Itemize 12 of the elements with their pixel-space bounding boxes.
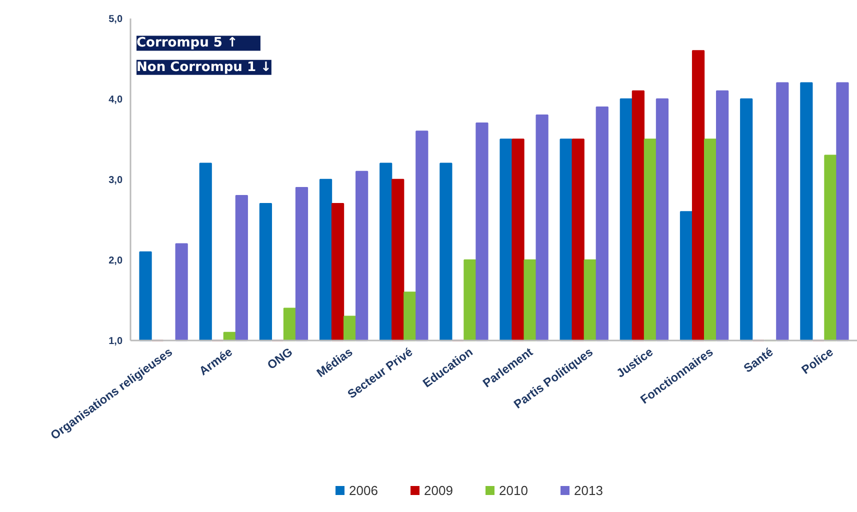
legend-label: 2009 [424, 483, 453, 498]
annotation: Corrompu 5 ↑ [136, 36, 238, 51]
y-tick-label: 5,0 [108, 14, 123, 25]
legend-label: 2006 [349, 483, 378, 498]
legend-label: 2013 [574, 483, 603, 498]
x-tick-label: ONG [264, 344, 296, 372]
y-tick-label: 4,0 [108, 94, 123, 106]
legend-label: 2010 [499, 483, 528, 498]
annotation: Non Corrompu 1 ↓ [136, 60, 272, 75]
y-tick-label: 2,0 [108, 256, 123, 266]
y-tick-label: 3,0 [108, 175, 123, 186]
y-tick-label: 1,0 [108, 336, 123, 347]
